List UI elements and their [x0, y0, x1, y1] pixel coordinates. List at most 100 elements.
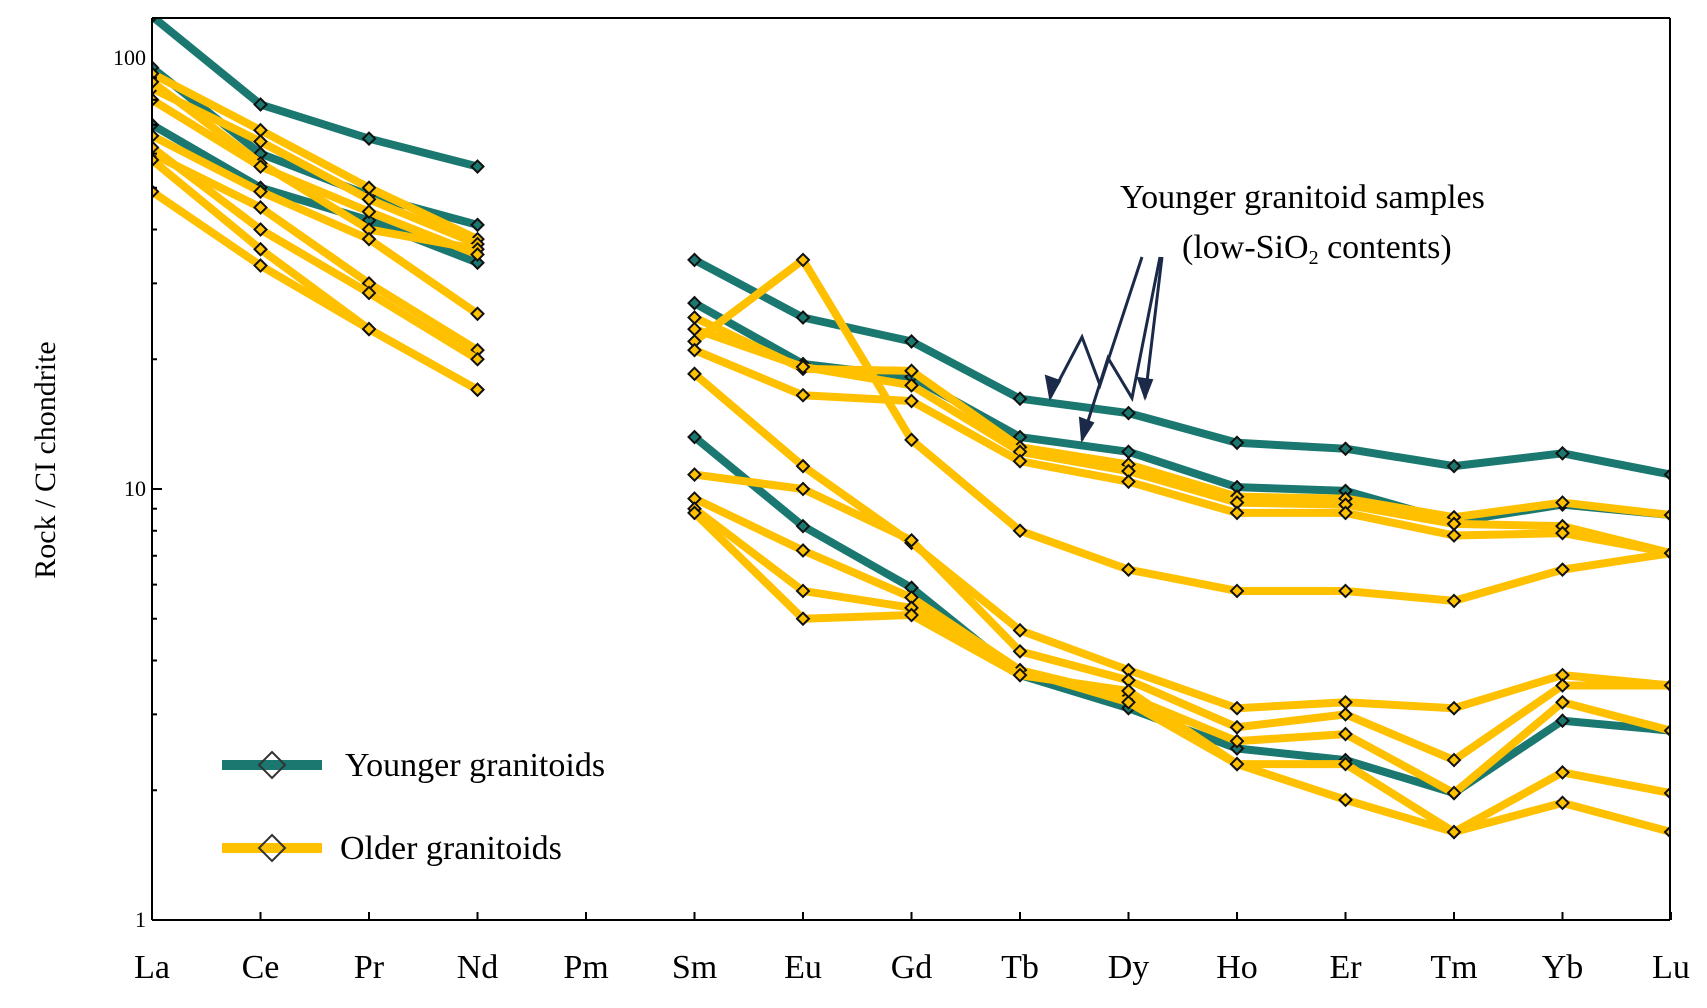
data-point	[1446, 700, 1462, 716]
data-point	[795, 458, 811, 474]
x-tick-label: Ce	[242, 949, 280, 986]
x-tick-label: Sm	[672, 949, 717, 986]
data-point	[687, 467, 702, 483]
data-point	[1555, 525, 1570, 541]
annotation: Younger granitoid samples (low-SiO2 cont…	[1044, 179, 1485, 443]
annotation-line-2-pre: (low-SiO	[1182, 229, 1309, 266]
x-tick-label: Pr	[354, 949, 385, 986]
data-point	[1229, 435, 1245, 451]
series-layer	[152, 18, 1670, 840]
x-tick-label: Er	[1329, 949, 1362, 986]
data-point	[470, 159, 485, 174]
annotation-arrowhead-1	[1044, 374, 1062, 401]
data-point	[1663, 468, 1670, 482]
series-line	[693, 470, 1670, 765]
data-point	[795, 583, 811, 599]
data-point	[1338, 441, 1353, 457]
legend-item-older: Older granitoids	[222, 830, 562, 867]
tick-layer: 1 10 100 La Ce Pr Nd Pm Sm Eu Gd Tb Dy Ho Er Tm Yb Lu	[113, 45, 1690, 986]
data-point	[795, 359, 811, 375]
data-point	[361, 204, 377, 220]
legend-marker-younger	[257, 750, 287, 780]
y-tick-label: 100	[113, 45, 146, 70]
data-point	[1229, 505, 1245, 521]
data-point	[1555, 678, 1570, 693]
series-line	[693, 325, 1670, 557]
legend: Younger granitoids Older granitoids	[215, 735, 675, 885]
data-point	[361, 231, 377, 247]
series-line	[152, 96, 479, 259]
series-older	[152, 140, 1670, 801]
data-point	[1663, 724, 1670, 738]
data-point	[1663, 508, 1670, 522]
data-point	[904, 393, 919, 409]
data-point	[1338, 792, 1353, 808]
series-line	[152, 70, 480, 243]
data-point	[361, 285, 377, 301]
data-point	[253, 184, 268, 199]
data-point	[904, 607, 919, 623]
data-point	[687, 505, 702, 521]
data-point	[1121, 474, 1136, 490]
series-line	[691, 370, 1670, 713]
data-point	[1555, 713, 1570, 729]
y-axis-title: Rock / CI chondrite	[29, 341, 62, 578]
data-point	[152, 18, 158, 24]
data-point	[253, 258, 268, 273]
data-point	[470, 255, 485, 271]
legend-item-younger: Younger granitoids	[222, 747, 605, 784]
annotation-line-1: Younger granitoid samples	[1120, 179, 1485, 216]
data-point	[1446, 593, 1462, 609]
data-point	[1121, 683, 1136, 699]
data-point	[361, 131, 377, 147]
data-point	[253, 222, 268, 237]
data-point	[253, 134, 268, 149]
data-point	[1121, 694, 1136, 710]
x-tick-label: Tm	[1430, 949, 1477, 986]
y-tick-label: 10	[124, 476, 146, 501]
data-point	[1012, 391, 1028, 407]
series-line	[692, 505, 1670, 837]
data-point	[253, 97, 268, 112]
data-point	[687, 295, 702, 311]
annotation-arrow-2	[1080, 256, 1162, 441]
data-point	[1012, 622, 1028, 638]
legend-label-younger: Younger granitoids	[345, 747, 605, 784]
data-point	[795, 481, 811, 497]
data-point	[1012, 667, 1028, 683]
data-point	[470, 217, 485, 233]
data-point	[1012, 643, 1028, 659]
series-older	[152, 74, 1670, 609]
x-tick-label: Eu	[784, 949, 822, 986]
data-point	[1012, 453, 1028, 469]
annotation-subscript: 2	[1309, 247, 1319, 269]
x-tick-label: Ho	[1216, 949, 1258, 986]
series-line	[152, 18, 479, 171]
data-point	[470, 351, 485, 367]
data-point	[1663, 679, 1670, 692]
x-tick-label: Gd	[891, 949, 933, 986]
data-point	[795, 252, 811, 268]
data-point	[1446, 458, 1462, 474]
data-point	[1663, 546, 1670, 560]
data-point	[1338, 583, 1353, 599]
series-line	[691, 510, 1670, 837]
data-point	[1229, 719, 1245, 735]
data-point	[904, 334, 919, 349]
data-point	[470, 382, 485, 398]
data-point	[470, 247, 485, 262]
annotation-arrow-3	[1143, 256, 1164, 399]
y-tick-label: 1	[135, 907, 146, 932]
data-point	[253, 200, 268, 215]
annotation-line-2-post: contents)	[1319, 229, 1452, 266]
series-older	[152, 92, 1670, 560]
x-tick-label: Lu	[1652, 949, 1690, 986]
series-line	[692, 494, 1670, 798]
legend-label-older: Older granitoids	[340, 830, 562, 867]
data-point	[152, 128, 160, 144]
series-line	[152, 84, 480, 248]
data-point	[795, 387, 811, 403]
data-point	[152, 74, 160, 90]
series-line	[152, 150, 480, 354]
